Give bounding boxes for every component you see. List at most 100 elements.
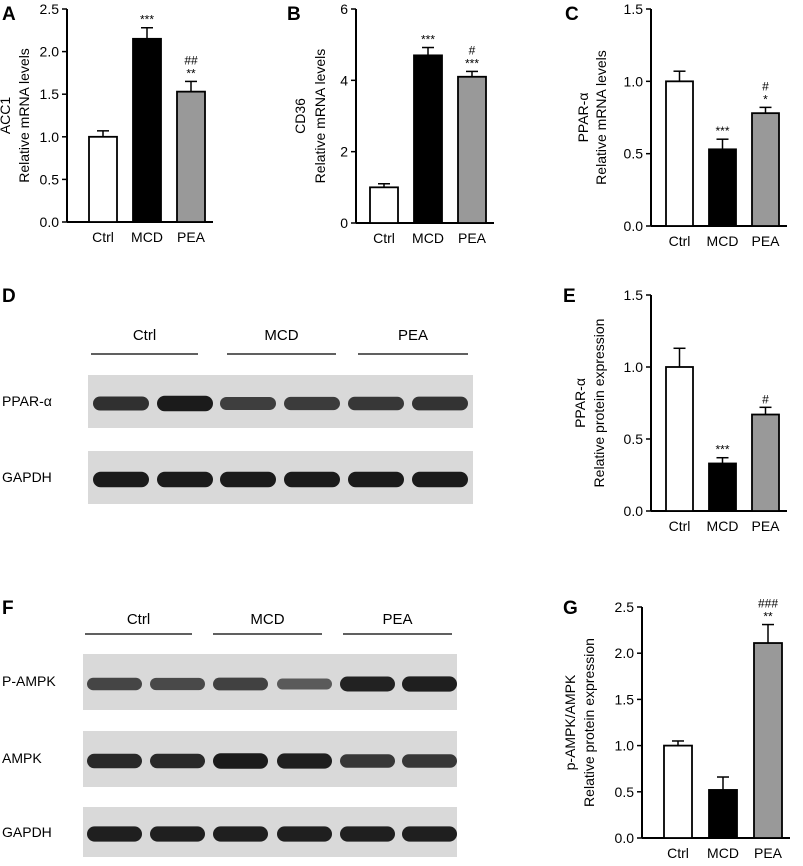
bar-chart-ppar-mrna: 0.0 0.5 1.0 1.5 PPAR-α Relative mRNA levels Ct…	[575, 1, 787, 249]
y-tick-label: 0.0	[615, 830, 635, 846]
y-axis-title-line: PPAR-α	[572, 378, 588, 428]
panel-label-F: F	[2, 598, 14, 619]
bar-pea	[457, 75, 487, 224]
panel-label-C: C	[565, 4, 579, 25]
y-axis-title-line: ACC1	[0, 97, 13, 135]
blot-band	[340, 826, 395, 842]
lane-group-label: MCD	[250, 611, 284, 628]
blot-row-label: GAPDH	[2, 469, 52, 485]
y-tick-label: 0.5	[624, 431, 644, 447]
x-category-label: PEA	[751, 233, 780, 249]
panel-label-D: D	[2, 286, 16, 307]
blot-band	[340, 676, 395, 692]
y-tick-label: 0.5	[615, 784, 635, 800]
panel-label-B: B	[287, 4, 301, 25]
y-axis-title-line: Relative protein expression	[591, 319, 607, 488]
bar-mcd	[132, 37, 162, 223]
bar-ctrl	[369, 186, 399, 224]
x-category-label: PEA	[177, 229, 206, 245]
y-axis-title-line: PPAR-α	[575, 93, 591, 143]
bar-chart-acc1: 0.0 0.5 1.0 1.5 2.0 2.5 ACC1 Relative mRNA leve…	[0, 1, 213, 245]
bar-mcd	[413, 54, 443, 224]
significance-mark: ##	[184, 53, 198, 67]
significance-mark: ***	[140, 13, 154, 27]
significance-mark: #	[762, 79, 769, 93]
blot-row-label: P-AMPK	[2, 673, 56, 689]
blot-band	[87, 826, 142, 842]
blot-band	[220, 397, 276, 410]
bar-chart-ppar-protein: 0.0 0.5 1.0 1.5 PPAR-α Relative protein expre…	[572, 287, 787, 534]
y-tick-label: 2.5	[615, 599, 635, 615]
y-axis-title-line: Relative protein expression	[581, 638, 597, 807]
y-tick-label: 1.0	[624, 73, 644, 89]
x-category-label: Ctrl	[373, 230, 395, 246]
blot-band	[87, 677, 142, 691]
y-tick-label: 0.5	[40, 171, 60, 187]
blot-band	[93, 396, 149, 411]
x-category-label: Ctrl	[669, 233, 691, 249]
x-category-label: MCD	[707, 845, 739, 861]
y-axis-title-line: CD36	[292, 98, 308, 134]
bar-mcd	[708, 462, 737, 512]
lane-group-label: Ctrl	[127, 611, 150, 628]
y-axis-title-line: Relative mRNA levels	[312, 49, 328, 184]
y-tick-label: 4	[340, 72, 348, 88]
blot-band	[402, 676, 457, 692]
y-tick-label: 1.5	[615, 691, 635, 707]
y-tick-label: 2.0	[615, 645, 635, 661]
significance-mark: ***	[465, 56, 479, 70]
y-tick-label: 0.0	[40, 214, 60, 230]
blot-band	[348, 396, 404, 411]
lane-group-label: PEA	[398, 327, 428, 344]
bar-pea	[753, 642, 783, 839]
y-tick-label: 2.0	[40, 44, 60, 60]
blot-row-label: PPAR-α	[2, 393, 52, 409]
y-tick-label: 1.5	[624, 287, 644, 303]
blot-band	[284, 471, 340, 488]
bar-mcd	[708, 148, 737, 227]
blot-band	[402, 754, 457, 768]
x-category-label: Ctrl	[667, 845, 689, 861]
western-blot-ampk: Ctrl MCD PEA P-AMPK AMPK GAPDH	[2, 611, 457, 857]
blot-band	[277, 753, 332, 769]
lane-group-label: PEA	[382, 611, 412, 628]
x-category-label: PEA	[458, 230, 487, 246]
blot-strip-background	[88, 375, 473, 428]
blot-band	[93, 471, 149, 488]
blot-band	[220, 471, 276, 488]
blot-band	[277, 678, 332, 690]
bar-pea	[751, 413, 780, 512]
significance-mark: ***	[715, 124, 729, 138]
significance-mark: #	[469, 43, 476, 57]
y-axis-title-line: Relative mRNA levels	[16, 48, 32, 183]
bar-mcd	[708, 789, 738, 839]
x-category-label: PEA	[754, 845, 783, 861]
x-category-label: MCD	[707, 233, 739, 249]
bar-pea	[751, 112, 780, 227]
lane-group-label: MCD	[264, 327, 298, 344]
y-axis-title-line: Relative mRNA levels	[593, 50, 609, 185]
blot-row-label: GAPDH	[2, 824, 52, 840]
blot-band	[213, 826, 268, 842]
significance-mark: ***	[421, 33, 435, 47]
western-blot-ppar: Ctrl MCD PEA PPAR-α GAPDH	[2, 327, 473, 504]
lane-group-label: Ctrl	[133, 327, 156, 344]
blot-row-label: AMPK	[2, 750, 42, 766]
blot-strip-background	[88, 451, 473, 504]
bar-ctrl	[88, 135, 118, 223]
significance-mark: ***	[715, 443, 729, 457]
x-category-label: Ctrl	[92, 229, 114, 245]
panel-label-A: A	[2, 4, 16, 25]
significance-mark: **	[186, 66, 196, 80]
blot-band	[150, 826, 205, 842]
y-tick-label: 1.0	[624, 359, 644, 375]
y-tick-label: 0.0	[624, 218, 644, 234]
bar-ctrl	[665, 80, 694, 227]
x-category-label: PEA	[751, 518, 780, 534]
bar-ctrl	[663, 744, 693, 839]
y-tick-label: 1.0	[615, 738, 635, 754]
blot-band	[277, 826, 332, 842]
bar-chart-cd36: 0 2 4 6 CD36 Relative mRNA levels Ctrl MCD *** PE…	[292, 1, 494, 246]
y-tick-label: 0	[340, 215, 348, 231]
y-tick-label: 0.5	[624, 146, 644, 162]
